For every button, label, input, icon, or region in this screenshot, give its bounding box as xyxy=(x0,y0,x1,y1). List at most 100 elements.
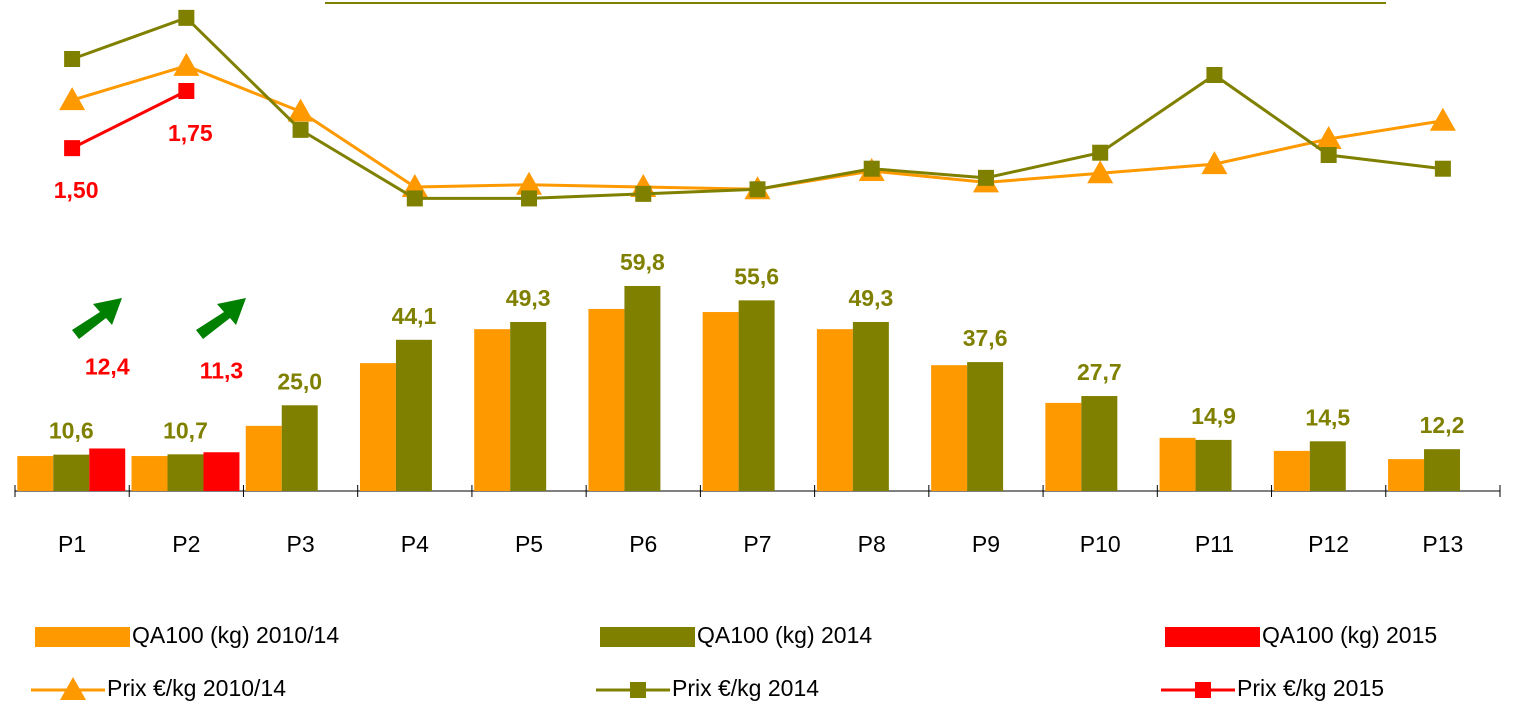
data-label: 55,6 xyxy=(734,263,779,289)
legend-marker xyxy=(60,677,86,700)
x-tick-label: P2 xyxy=(172,531,200,557)
x-tick-label: P12 xyxy=(1308,531,1349,557)
data-label: 44,1 xyxy=(392,303,437,329)
point xyxy=(406,190,423,207)
point xyxy=(1092,144,1109,161)
legend-label: Prix €/kg 2015 xyxy=(1237,675,1384,701)
trend-arrow xyxy=(72,298,246,339)
point xyxy=(287,98,314,122)
data-label: 1,50 xyxy=(54,177,99,203)
line xyxy=(71,16,1444,200)
point xyxy=(863,160,880,177)
x-tick-label: P10 xyxy=(1080,531,1121,557)
legend-item: Prix €/kg 2015 xyxy=(1161,675,1384,701)
data-label: 12,4 xyxy=(85,354,130,380)
point xyxy=(59,87,86,111)
data-label: 14,5 xyxy=(1305,404,1350,430)
legend-label: Prix €/kg 2014 xyxy=(672,675,819,701)
point xyxy=(1087,160,1114,184)
point xyxy=(516,171,543,195)
bar xyxy=(1273,450,1310,491)
x-tick-label: P8 xyxy=(858,531,886,557)
line xyxy=(71,89,188,150)
x-tick-label: P6 xyxy=(629,531,657,557)
bar xyxy=(738,300,775,491)
bar xyxy=(1159,437,1196,491)
bar xyxy=(1045,402,1082,491)
bar xyxy=(931,365,968,491)
bar xyxy=(624,285,661,491)
data-label: 12,2 xyxy=(1420,412,1465,438)
point xyxy=(178,83,195,99)
bar xyxy=(816,329,853,491)
bar xyxy=(203,452,240,491)
data-label: 10,7 xyxy=(163,417,208,443)
legend-item: QA100 (kg) 2014 xyxy=(600,622,872,648)
legend-item: QA100 (kg) 2010/14 xyxy=(35,622,339,648)
legend-item: Prix €/kg 2010/14 xyxy=(31,675,286,701)
legend-item: QA100 (kg) 2015 xyxy=(1165,622,1437,648)
point xyxy=(635,185,652,202)
bar xyxy=(167,454,204,491)
data-label: 14,9 xyxy=(1191,403,1236,429)
data-label: 1,75 xyxy=(168,120,213,146)
bar xyxy=(359,363,396,491)
x-tick-label: P11 xyxy=(1195,531,1234,557)
bar xyxy=(89,448,126,491)
point xyxy=(977,169,994,186)
bar xyxy=(510,321,547,491)
point xyxy=(1206,67,1223,83)
bar xyxy=(245,425,282,491)
legend-label: Prix €/kg 2010/14 xyxy=(107,675,286,701)
legend-item: Prix €/kg 2014 xyxy=(596,675,819,701)
x-tick-label: P1 xyxy=(58,531,86,557)
point xyxy=(1429,107,1456,131)
data-label: 37,6 xyxy=(963,325,1008,351)
legend-label: QA100 (kg) 2010/14 xyxy=(132,622,339,648)
data-label: 27,7 xyxy=(1077,359,1122,385)
point xyxy=(1201,151,1228,175)
data-label: 11,3 xyxy=(200,357,244,383)
data-label: 49,3 xyxy=(848,285,893,311)
x-tick-label: P13 xyxy=(1422,531,1463,557)
legend-swatch xyxy=(35,627,130,647)
bar xyxy=(967,362,1004,491)
data-label: 49,3 xyxy=(506,285,551,311)
bar xyxy=(702,312,739,491)
bar xyxy=(1081,396,1118,491)
bar xyxy=(852,321,889,491)
bar xyxy=(395,339,432,491)
bar xyxy=(1195,439,1232,491)
data-label: 10,6 xyxy=(49,418,94,444)
bar xyxy=(17,456,54,491)
point xyxy=(1320,147,1337,163)
point xyxy=(1315,126,1342,149)
point xyxy=(749,181,766,198)
legend-label: QA100 (kg) 2014 xyxy=(697,622,872,648)
line xyxy=(71,64,1444,191)
point xyxy=(1434,160,1451,177)
x-tick-label: P3 xyxy=(287,531,315,557)
data-label: 59,8 xyxy=(620,249,665,275)
point xyxy=(178,9,195,26)
point xyxy=(292,121,309,138)
point xyxy=(64,51,81,67)
x-tick-label: P9 xyxy=(972,531,1000,557)
point xyxy=(521,190,538,207)
data-label: 25,0 xyxy=(277,368,322,394)
bar xyxy=(588,308,625,491)
bar xyxy=(1388,459,1425,491)
legend-marker xyxy=(630,682,646,698)
x-tick-label: P4 xyxy=(401,531,429,557)
bar xyxy=(53,454,90,491)
bar xyxy=(131,456,168,491)
bar xyxy=(281,405,318,491)
bar xyxy=(1424,449,1461,491)
legend-label: QA100 (kg) 2015 xyxy=(1262,622,1437,648)
bar xyxy=(1309,441,1346,491)
legend-marker xyxy=(1195,682,1211,698)
bar xyxy=(474,329,511,491)
point xyxy=(64,140,81,157)
point xyxy=(173,52,200,76)
